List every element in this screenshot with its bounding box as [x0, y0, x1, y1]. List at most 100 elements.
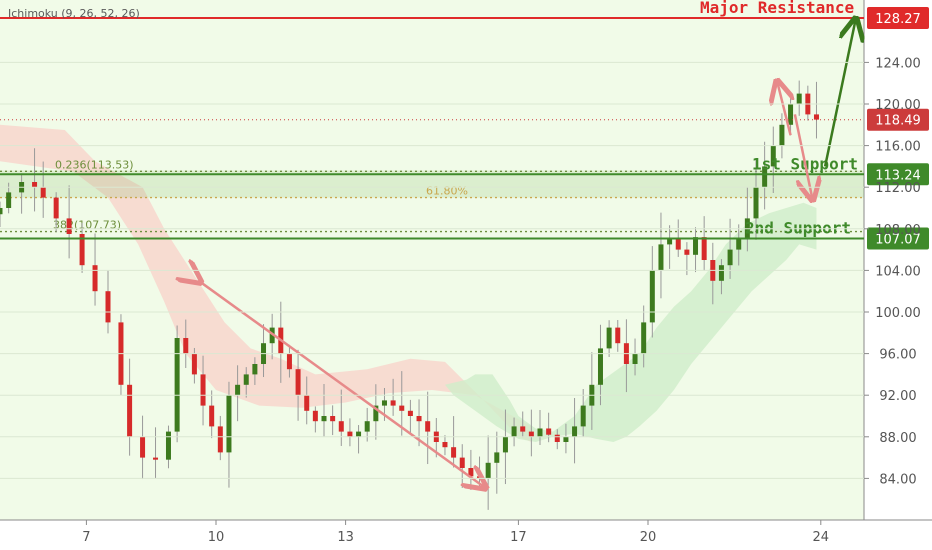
candle-body: [511, 426, 517, 437]
candle: [92, 233, 98, 306]
candle: [580, 389, 586, 437]
candle-body: [528, 431, 534, 437]
candle: [770, 126, 776, 194]
candle-body: [153, 457, 159, 460]
x-tick-label: 17: [510, 530, 527, 545]
candle-body: [658, 244, 664, 271]
candle-body: [364, 421, 370, 432]
candle-body: [243, 374, 249, 385]
candle-body: [356, 431, 362, 437]
candle: [127, 358, 133, 456]
candle: [6, 182, 12, 214]
candle: [79, 222, 85, 273]
price-level-label: 113.24: [875, 168, 921, 183]
candle: [40, 161, 46, 218]
candle-body: [762, 166, 768, 188]
candle-body: [494, 452, 500, 463]
x-tick-label: 20: [640, 530, 657, 545]
candle-body: [632, 353, 638, 364]
candle: [153, 427, 159, 479]
fib-label: 382(107.73): [53, 219, 121, 232]
y-tick-label: 104.00: [875, 264, 921, 279]
candle-body: [502, 436, 508, 453]
candle: [615, 319, 621, 352]
candle-body: [442, 442, 448, 448]
candle-body: [701, 237, 707, 260]
candle-body: [667, 239, 673, 245]
candle: [779, 113, 785, 159]
candle-body: [200, 374, 206, 406]
candle-body: [572, 426, 578, 437]
candle-body: [606, 327, 612, 349]
candle-body: [753, 187, 759, 219]
candle: [563, 423, 569, 454]
candle-body: [399, 405, 405, 411]
major-resistance-label: Major Resistance: [700, 0, 854, 17]
candle-body: [105, 291, 111, 323]
candle-body: [788, 104, 794, 125]
candle: [606, 320, 612, 357]
candle: [667, 225, 673, 269]
candle-body: [40, 187, 46, 198]
price-level-label: 128.27: [875, 12, 921, 27]
candle: [641, 305, 647, 368]
candle-body: [796, 93, 802, 104]
y-tick-label: 88.00: [879, 431, 916, 446]
candle-body: [338, 421, 344, 432]
candle-body: [451, 447, 457, 458]
candle-body: [252, 364, 258, 375]
candle: [718, 259, 724, 295]
candle: [693, 227, 699, 273]
candle-body: [304, 395, 310, 411]
candle-body: [641, 322, 647, 354]
candle-body: [66, 218, 72, 234]
candle-body: [684, 249, 690, 255]
candle: [813, 81, 819, 139]
candle-body: [0, 208, 3, 215]
price-level-box: [867, 163, 929, 186]
candle-body: [736, 239, 742, 250]
candle: [32, 148, 38, 212]
candle-body: [286, 353, 292, 370]
candle-body: [217, 426, 223, 453]
candle-body: [520, 426, 526, 432]
candle-body: [174, 338, 180, 432]
candle: [796, 80, 802, 116]
candle: [174, 325, 180, 443]
x-tick-label: 10: [208, 530, 225, 545]
candle-body: [165, 431, 171, 460]
candle-body: [235, 384, 241, 396]
swing-arrow: [793, 114, 812, 197]
candle-body: [312, 410, 318, 422]
candle-body: [191, 353, 197, 375]
candle: [511, 417, 517, 447]
price-axis-panel: [864, 0, 932, 520]
candle-body: [6, 192, 12, 208]
bullish-breakout-arrow: [823, 21, 855, 167]
fib-label: 61.80%: [426, 185, 468, 198]
candle-body: [53, 197, 59, 219]
y-tick-label: 120.00: [875, 98, 921, 113]
candle-body: [226, 395, 232, 453]
second-support-label: 2nd Support: [745, 218, 851, 237]
candle-body: [563, 436, 569, 442]
axis-layer: 128.27 113.24 107.07 118.49 84.00 88.00 92.00 9…: [0, 6, 929, 545]
candle-body: [580, 405, 586, 427]
candle-body: [485, 462, 491, 479]
y-tick-label: 124.00: [875, 56, 921, 71]
candle-body: [321, 416, 327, 422]
candle-body: [554, 434, 560, 442]
candle-body: [537, 428, 543, 437]
candle-body: [649, 270, 655, 323]
candle: [494, 431, 500, 494]
candle: [753, 159, 759, 240]
candle-body: [127, 384, 133, 437]
candle-body: [140, 436, 146, 458]
candle: [658, 212, 664, 299]
x-tick-label: 7: [82, 530, 90, 545]
y-tick-label: 84.00: [879, 472, 916, 487]
candle: [632, 338, 638, 376]
candle-body: [183, 338, 189, 354]
